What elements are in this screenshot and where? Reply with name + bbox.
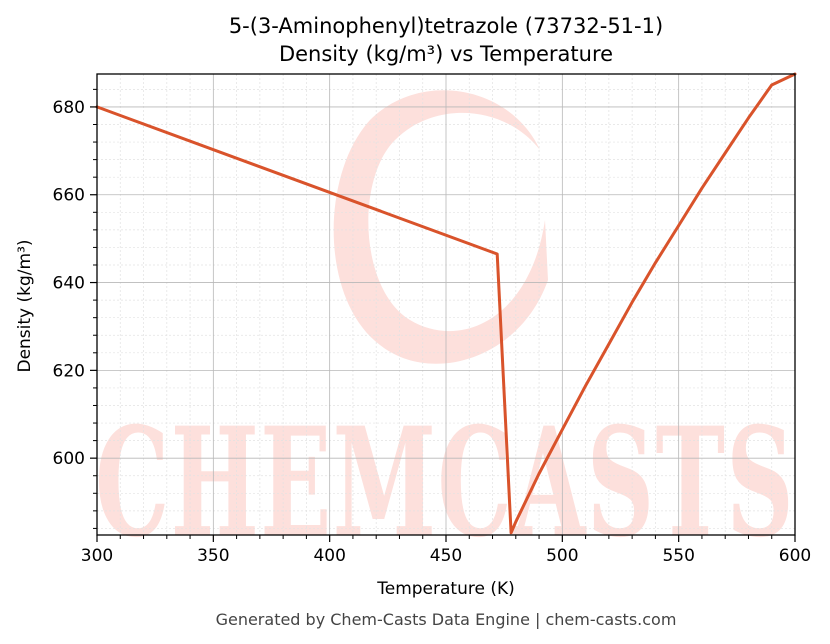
x-tick-label: 600 bbox=[779, 546, 811, 566]
x-tick-label: 300 bbox=[81, 546, 113, 566]
footer-credit: Generated by Chem-Casts Data Engine | ch… bbox=[216, 610, 677, 629]
x-tick-label: 500 bbox=[546, 546, 578, 566]
chart-title-line1: 5-(3-Aminophenyl)tetrazole (73732-51-1) bbox=[229, 14, 663, 38]
y-tick-label: 680 bbox=[53, 98, 85, 118]
y-tick-label: 640 bbox=[53, 274, 85, 294]
y-tick-label: 600 bbox=[53, 449, 85, 469]
x-tick-label: 550 bbox=[662, 546, 694, 566]
x-tick-label: 400 bbox=[313, 546, 345, 566]
x-tick-label: 350 bbox=[197, 546, 229, 566]
watermark: CHEMCASTS bbox=[95, 90, 795, 571]
density-series-line bbox=[95, 72, 797, 535]
y-tick-label: 660 bbox=[53, 186, 85, 206]
watermark-text: CHEMCASTS bbox=[95, 395, 795, 571]
y-axis-title: Density (kg/m³) bbox=[15, 239, 35, 372]
y-tick-label: 620 bbox=[53, 361, 85, 381]
x-axis-title: Temperature (K) bbox=[376, 579, 515, 599]
x-tick-label: 450 bbox=[430, 546, 462, 566]
chart-title-line2: Density (kg/m³) vs Temperature bbox=[279, 42, 613, 66]
tick-labels: 300 350 400 450 500 550 600 600 620 640 660 680 bbox=[53, 98, 812, 566]
series-layer bbox=[95, 72, 797, 535]
axis-ticks bbox=[90, 88, 796, 542]
